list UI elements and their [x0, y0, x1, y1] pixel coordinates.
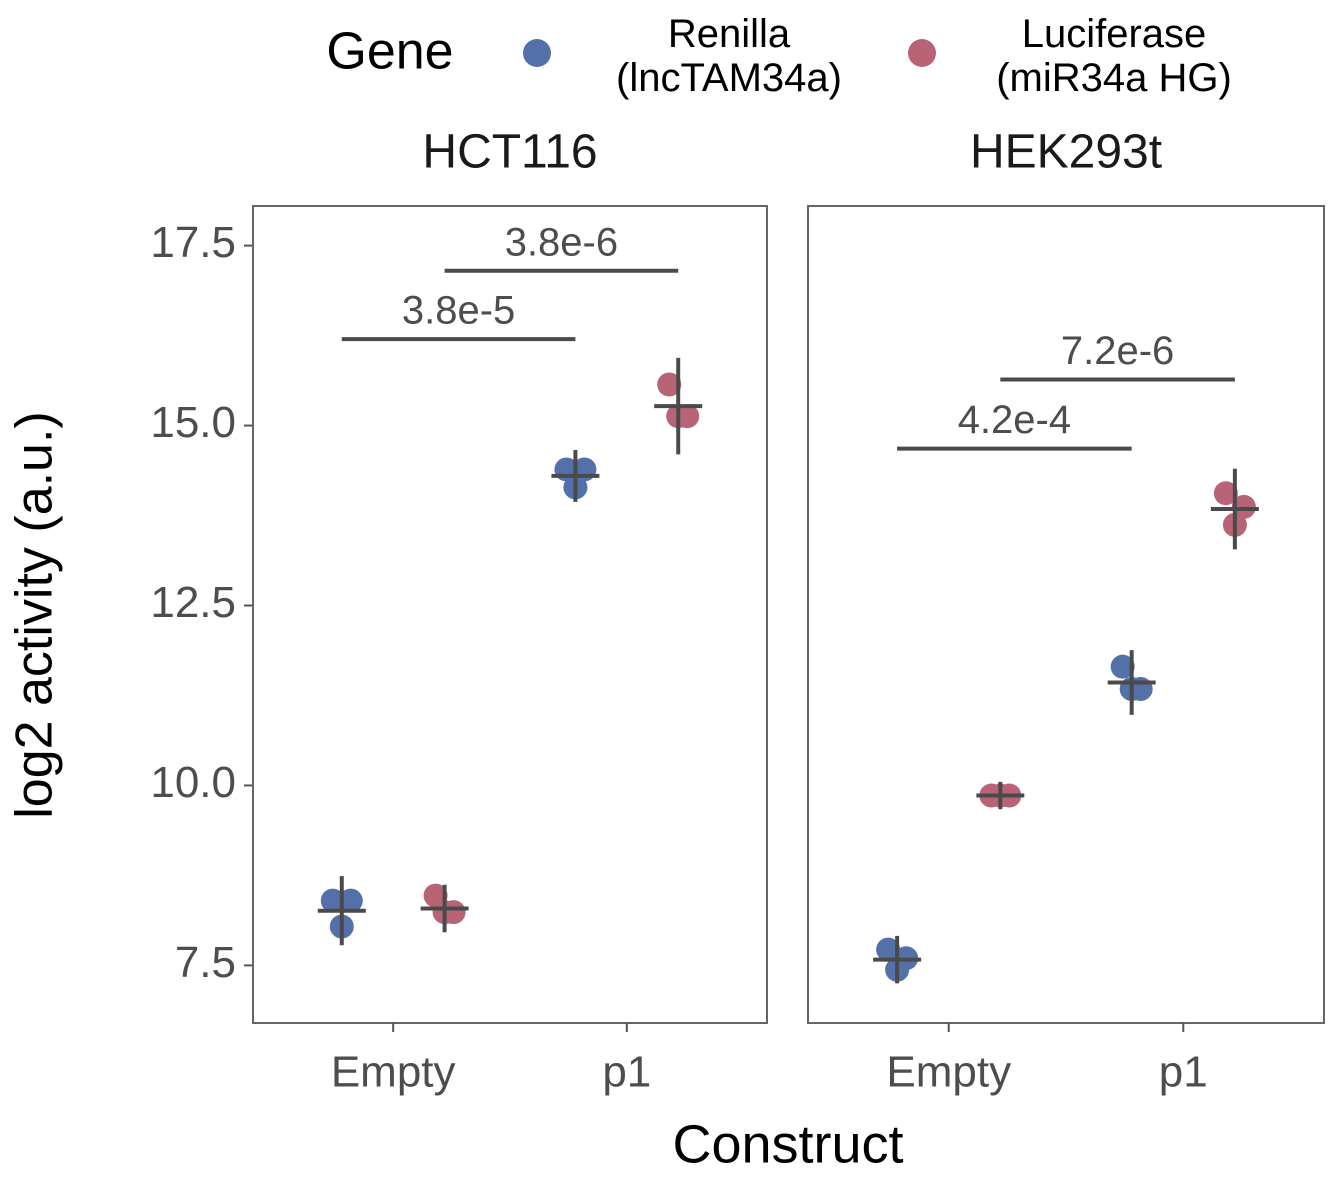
y-tick-label: 7.5: [175, 938, 236, 987]
p-value-label: 3.8e-5: [402, 289, 515, 333]
legend-label: Renilla (lncTAM34a): [616, 12, 842, 100]
panel-border: [252, 205, 768, 1024]
legend-label: Luciferase (miR34a HG): [996, 12, 1232, 100]
legend-swatch: [523, 39, 551, 67]
y-tick-label: 12.5: [150, 578, 236, 627]
data-point: [1110, 654, 1135, 679]
data-point: [1213, 481, 1238, 506]
y-tick-label: 17.5: [150, 218, 236, 267]
facet-title: HCT116: [422, 126, 597, 179]
data-point: [1231, 494, 1256, 519]
legend-title: Gene: [326, 23, 453, 81]
y-axis-title: log2 activity (a.u.): [6, 411, 64, 819]
data-point: [338, 888, 363, 913]
x-tick-label: p1: [602, 1048, 651, 1097]
p-value-label: 7.2e-6: [1061, 329, 1174, 373]
data-point: [876, 937, 901, 962]
data-point: [657, 372, 682, 397]
p-value-label: 3.8e-6: [505, 220, 618, 264]
x-tick-label: Empty: [331, 1048, 456, 1097]
x-tick-label: Empty: [886, 1048, 1011, 1097]
y-tick-label: 15.0: [150, 398, 236, 447]
y-tick-label: 10.0: [150, 758, 236, 807]
x-tick-label: p1: [1159, 1048, 1208, 1097]
x-axis-title: Construct: [672, 1114, 903, 1174]
legend-swatch: [908, 39, 936, 67]
p-value-label: 4.2e-4: [958, 398, 1071, 442]
data-point: [320, 888, 345, 913]
panel-border: [807, 205, 1325, 1024]
facet-title: HEK293t: [970, 126, 1162, 179]
